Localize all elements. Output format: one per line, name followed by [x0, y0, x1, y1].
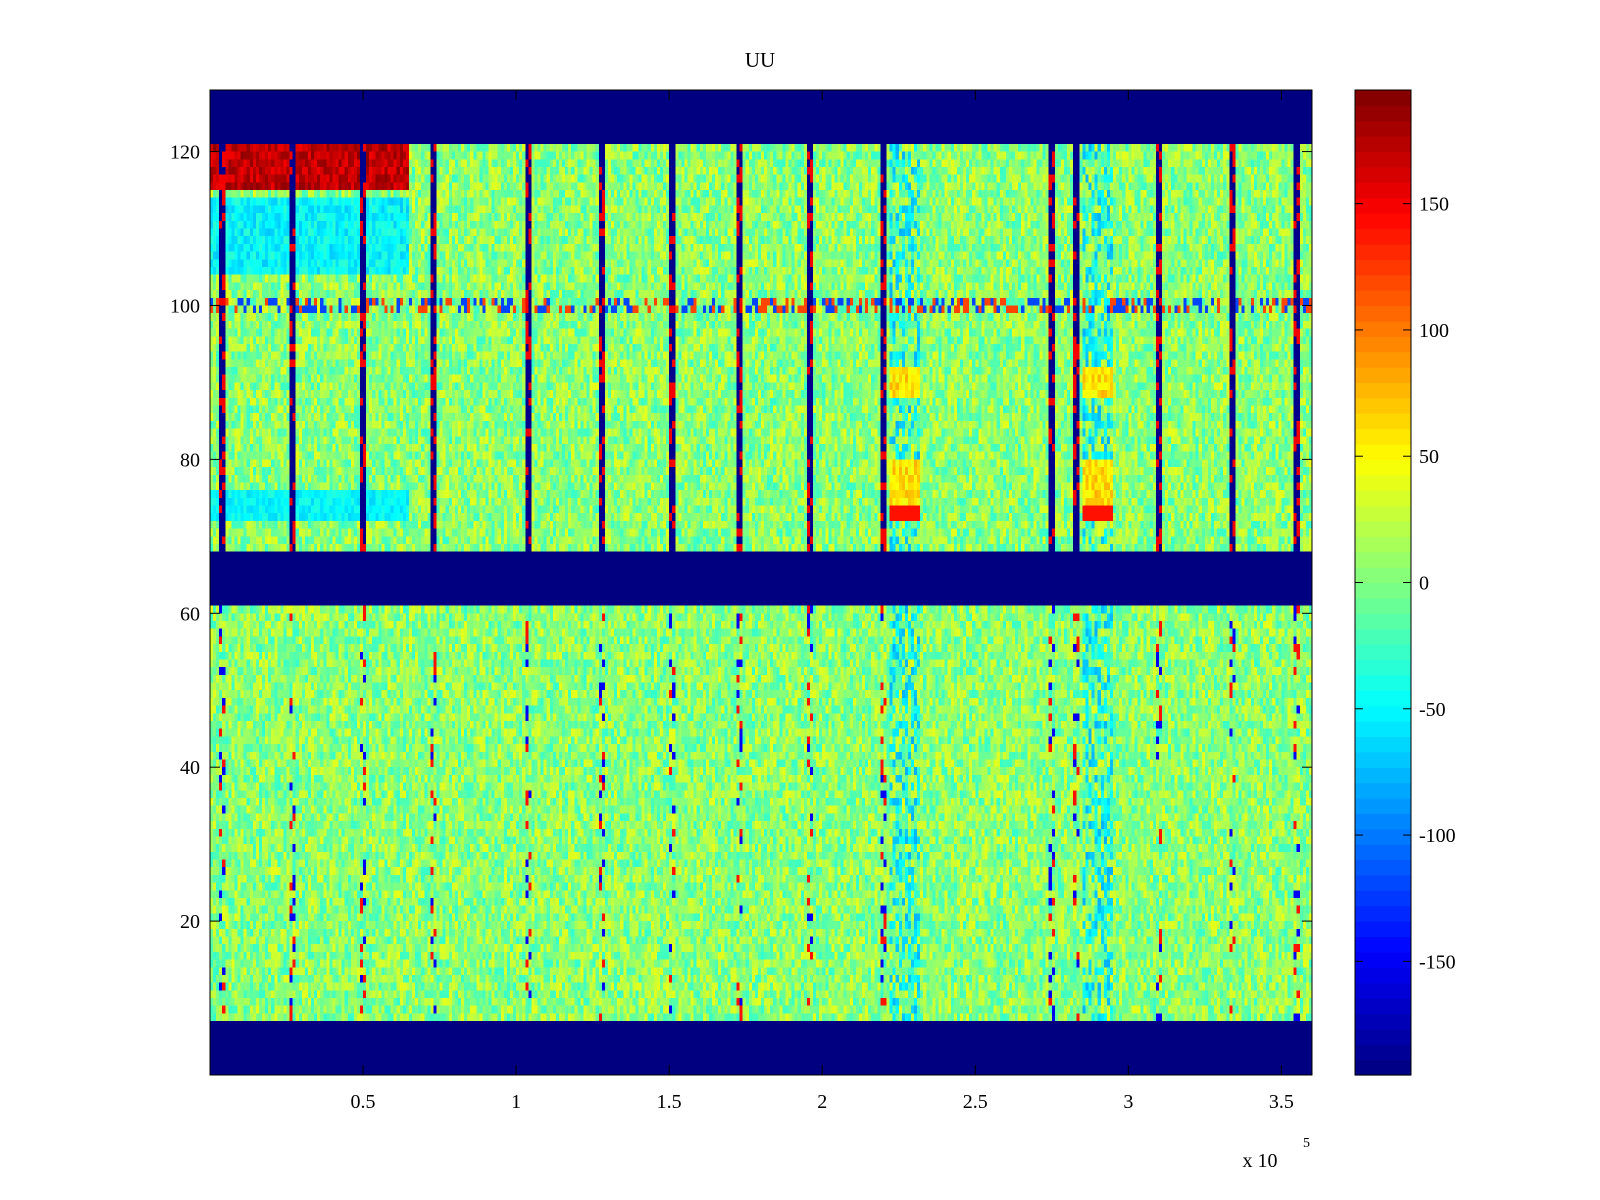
- colorbar-swatch: [1355, 259, 1411, 276]
- colorbar-axis: 150 100 50 0 -50 -100 -150: [1355, 194, 1456, 973]
- colorbar-tick-label: 100: [1419, 320, 1449, 342]
- colorbar-swatch: [1355, 690, 1411, 707]
- x-tick-label: 1: [511, 1091, 521, 1113]
- colorbar-swatch: [1355, 551, 1411, 568]
- x-axis: 0.5 1 1.5 2 2.5 3 3.5: [351, 90, 1294, 1113]
- colorbar-swatch: [1355, 520, 1411, 537]
- colorbar-swatch: [1355, 336, 1411, 353]
- colorbar-swatch: [1355, 151, 1411, 168]
- colorbar-swatch: [1355, 567, 1411, 584]
- colorbar-swatch: [1355, 90, 1411, 106]
- colorbar-swatch: [1355, 228, 1411, 245]
- colorbar-swatch: [1355, 628, 1411, 645]
- colorbar-swatch: [1355, 120, 1411, 137]
- colorbar-swatch: [1355, 967, 1411, 984]
- colorbar-swatch: [1355, 721, 1411, 738]
- colorbar-swatch: [1355, 705, 1411, 722]
- x-exponent-label: x 10: [1243, 1150, 1278, 1172]
- colorbar-swatch: [1355, 644, 1411, 661]
- colorbar-swatch: [1355, 844, 1411, 861]
- colorbar-swatch: [1355, 397, 1411, 414]
- colorbar-tick-label: -50: [1419, 699, 1446, 721]
- colorbar-swatch: [1355, 428, 1411, 445]
- colorbar-swatch: [1355, 536, 1411, 553]
- colorbar-tick-label: 0: [1419, 573, 1429, 595]
- colorbar-tick-label: -100: [1419, 825, 1456, 847]
- colorbar-swatch: [1355, 1059, 1411, 1076]
- colorbar-swatch: [1355, 782, 1411, 799]
- colorbar-swatch: [1355, 921, 1411, 938]
- y-tick-label: 80: [180, 449, 200, 471]
- colorbar-swatch: [1355, 613, 1411, 630]
- colorbar-swatch: [1355, 767, 1411, 784]
- colorbar-swatch: [1355, 828, 1411, 845]
- colorbar-swatch: [1355, 936, 1411, 953]
- x-tick-label: 0.5: [351, 1091, 376, 1113]
- y-tick-label: 100: [170, 295, 200, 317]
- colorbar-swatch: [1355, 413, 1411, 430]
- y-tick-label: 20: [180, 911, 200, 933]
- colorbar-swatch: [1355, 859, 1411, 876]
- x-tick-label: 3.5: [1269, 1091, 1294, 1113]
- plot-frame: [209, 89, 1313, 1076]
- colorbar-swatch: [1355, 1013, 1411, 1030]
- x-tick-label: 3: [1123, 1091, 1133, 1113]
- colorbar-swatch: [1355, 736, 1411, 753]
- x-tick-label: 2.5: [963, 1091, 988, 1113]
- colorbar-swatch: [1355, 474, 1411, 491]
- y-tick-label: 60: [180, 603, 200, 625]
- colorbar-swatch: [1355, 320, 1411, 337]
- x-exponent-power: 5: [1303, 1136, 1310, 1151]
- colorbar-tick-label: -150: [1419, 951, 1456, 973]
- y-tick-label: 40: [180, 757, 200, 779]
- colorbar-swatch: [1355, 659, 1411, 676]
- chart-title: UU: [745, 48, 775, 72]
- colorbar-swatch: [1355, 136, 1411, 153]
- y-tick-label: 120: [170, 142, 200, 164]
- x-tick-label: 1.5: [657, 1091, 682, 1113]
- colorbar: [1355, 90, 1411, 1076]
- colorbar-swatch: [1355, 951, 1411, 968]
- colorbar-swatch: [1355, 290, 1411, 307]
- colorbar-swatch: [1355, 105, 1411, 122]
- colorbar-swatch: [1355, 674, 1411, 691]
- heatmap-image: [210, 90, 1312, 1075]
- colorbar-swatch: [1355, 382, 1411, 399]
- colorbar-swatch: [1355, 582, 1411, 599]
- colorbar-swatch: [1355, 505, 1411, 522]
- x-tick-label: 2: [817, 1091, 827, 1113]
- colorbar-swatch: [1355, 274, 1411, 291]
- colorbar-swatch: [1355, 197, 1411, 214]
- colorbar-swatch: [1355, 1044, 1411, 1061]
- colorbar-swatch: [1355, 813, 1411, 830]
- colorbar-swatch: [1355, 597, 1411, 614]
- y-axis: 20 40 60 80 100 120: [170, 142, 1312, 933]
- colorbar-swatch: [1355, 890, 1411, 907]
- colorbar-swatch: [1355, 998, 1411, 1015]
- colorbar-tick-label: 150: [1419, 194, 1449, 216]
- heatmap-plot-area: [210, 90, 1312, 1075]
- colorbar-swatch: [1355, 905, 1411, 922]
- colorbar-swatch: [1355, 797, 1411, 814]
- colorbar-swatch: [1355, 1028, 1411, 1045]
- colorbar-swatch: [1355, 305, 1411, 322]
- colorbar-swatch: [1355, 166, 1411, 183]
- colorbar-swatch: [1355, 751, 1411, 768]
- colorbar-swatch: [1355, 351, 1411, 368]
- colorbar-swatch: [1355, 367, 1411, 384]
- colorbar-swatch: [1355, 243, 1411, 260]
- colorbar-tick-label: 50: [1419, 446, 1439, 468]
- colorbar-swatch: [1355, 982, 1411, 999]
- colorbar-swatch: [1355, 459, 1411, 476]
- colorbar-swatch: [1355, 182, 1411, 199]
- colorbar-swatch: [1355, 874, 1411, 891]
- colorbar-swatch: [1355, 443, 1411, 460]
- colorbar-swatch: [1355, 213, 1411, 230]
- colorbar-swatch: [1355, 490, 1411, 507]
